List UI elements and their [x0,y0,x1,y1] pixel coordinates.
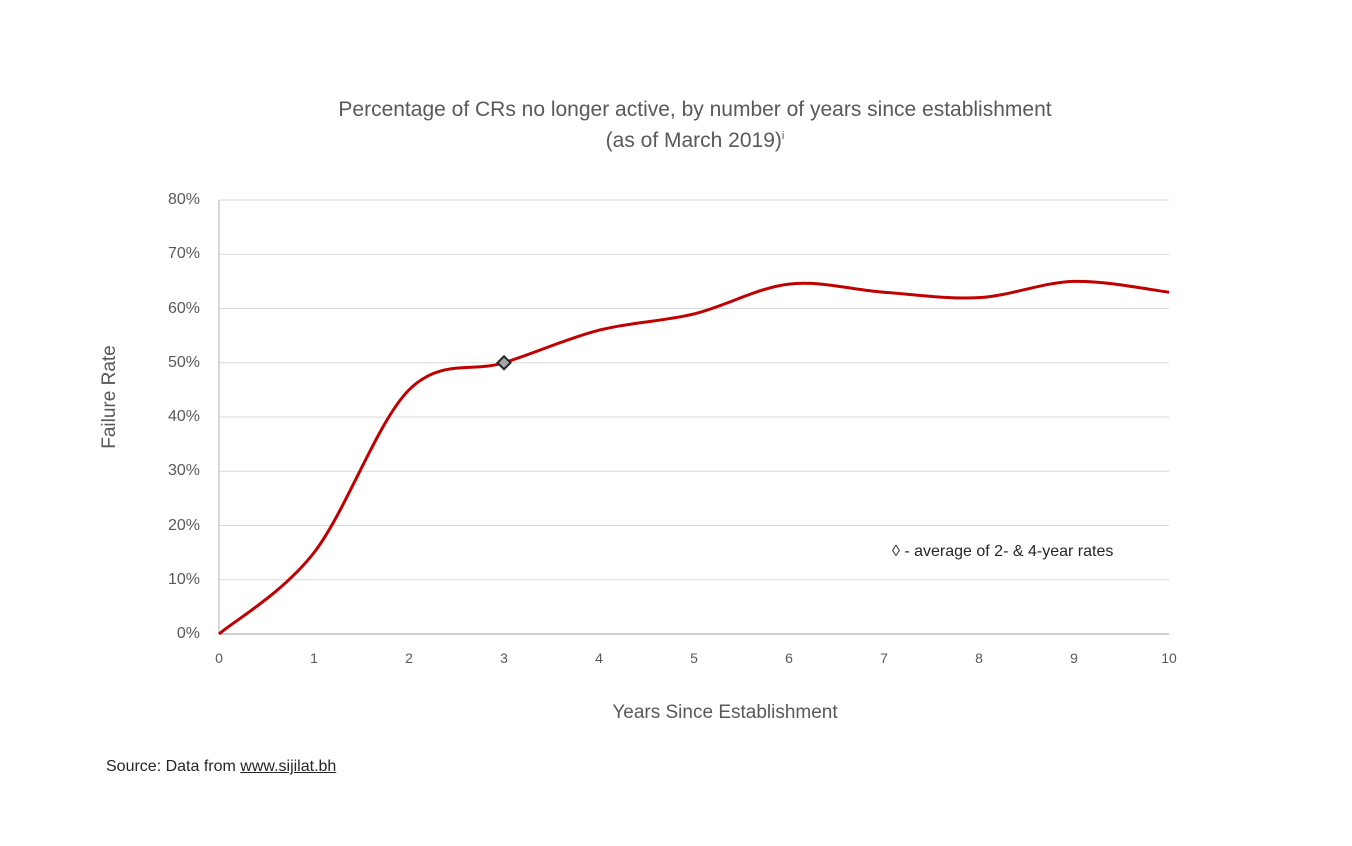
y-tick-label: 40% [167,408,200,425]
source-prefix: Source: Data from [106,758,241,775]
y-axis-label: Failure Rate [99,345,120,449]
average-diamond-marker [496,354,512,371]
source-link[interactable]: www.sijilat.bh [240,758,337,775]
x-tick-label: 7 [880,650,888,666]
x-tick-label: 10 [1161,650,1177,666]
x-axis-label: Years Since Establishment [612,702,838,723]
title-footnote-marker: i [781,130,785,142]
y-tick-label: 60% [167,299,200,317]
y-tick-label: 10% [167,570,200,588]
chart-title: Percentage of CRs no longer active, by n… [338,98,1052,121]
x-tick-label: 5 [690,650,698,666]
x-tick-label: 9 [1070,650,1078,666]
x-tick-label: 6 [785,650,793,666]
x-tick-label: 8 [975,650,983,666]
y-tick-label: 30% [167,462,200,480]
x-tick-label: 2 [405,650,413,666]
y-tick-label: 70% [167,245,200,263]
x-tick-label: 0 [215,650,223,666]
marker-annotation: ◊ - average of 2- & 4-year rates [892,543,1114,560]
series-line-failure-rate [218,279,1170,636]
source-note: Source: Data from www.sijilat.bh [106,758,336,776]
y-tick-label: 0% [176,625,200,642]
y-tick-label: 80% [167,191,200,208]
chart-subtitle: (as of March 2019)i [605,129,785,152]
x-tick-label: 3 [500,650,508,666]
y-tick-label: 50% [167,353,200,371]
x-tick-label: 4 [595,650,603,666]
x-tick-label: 1 [310,650,318,666]
y-tick-label: 20% [167,516,200,534]
